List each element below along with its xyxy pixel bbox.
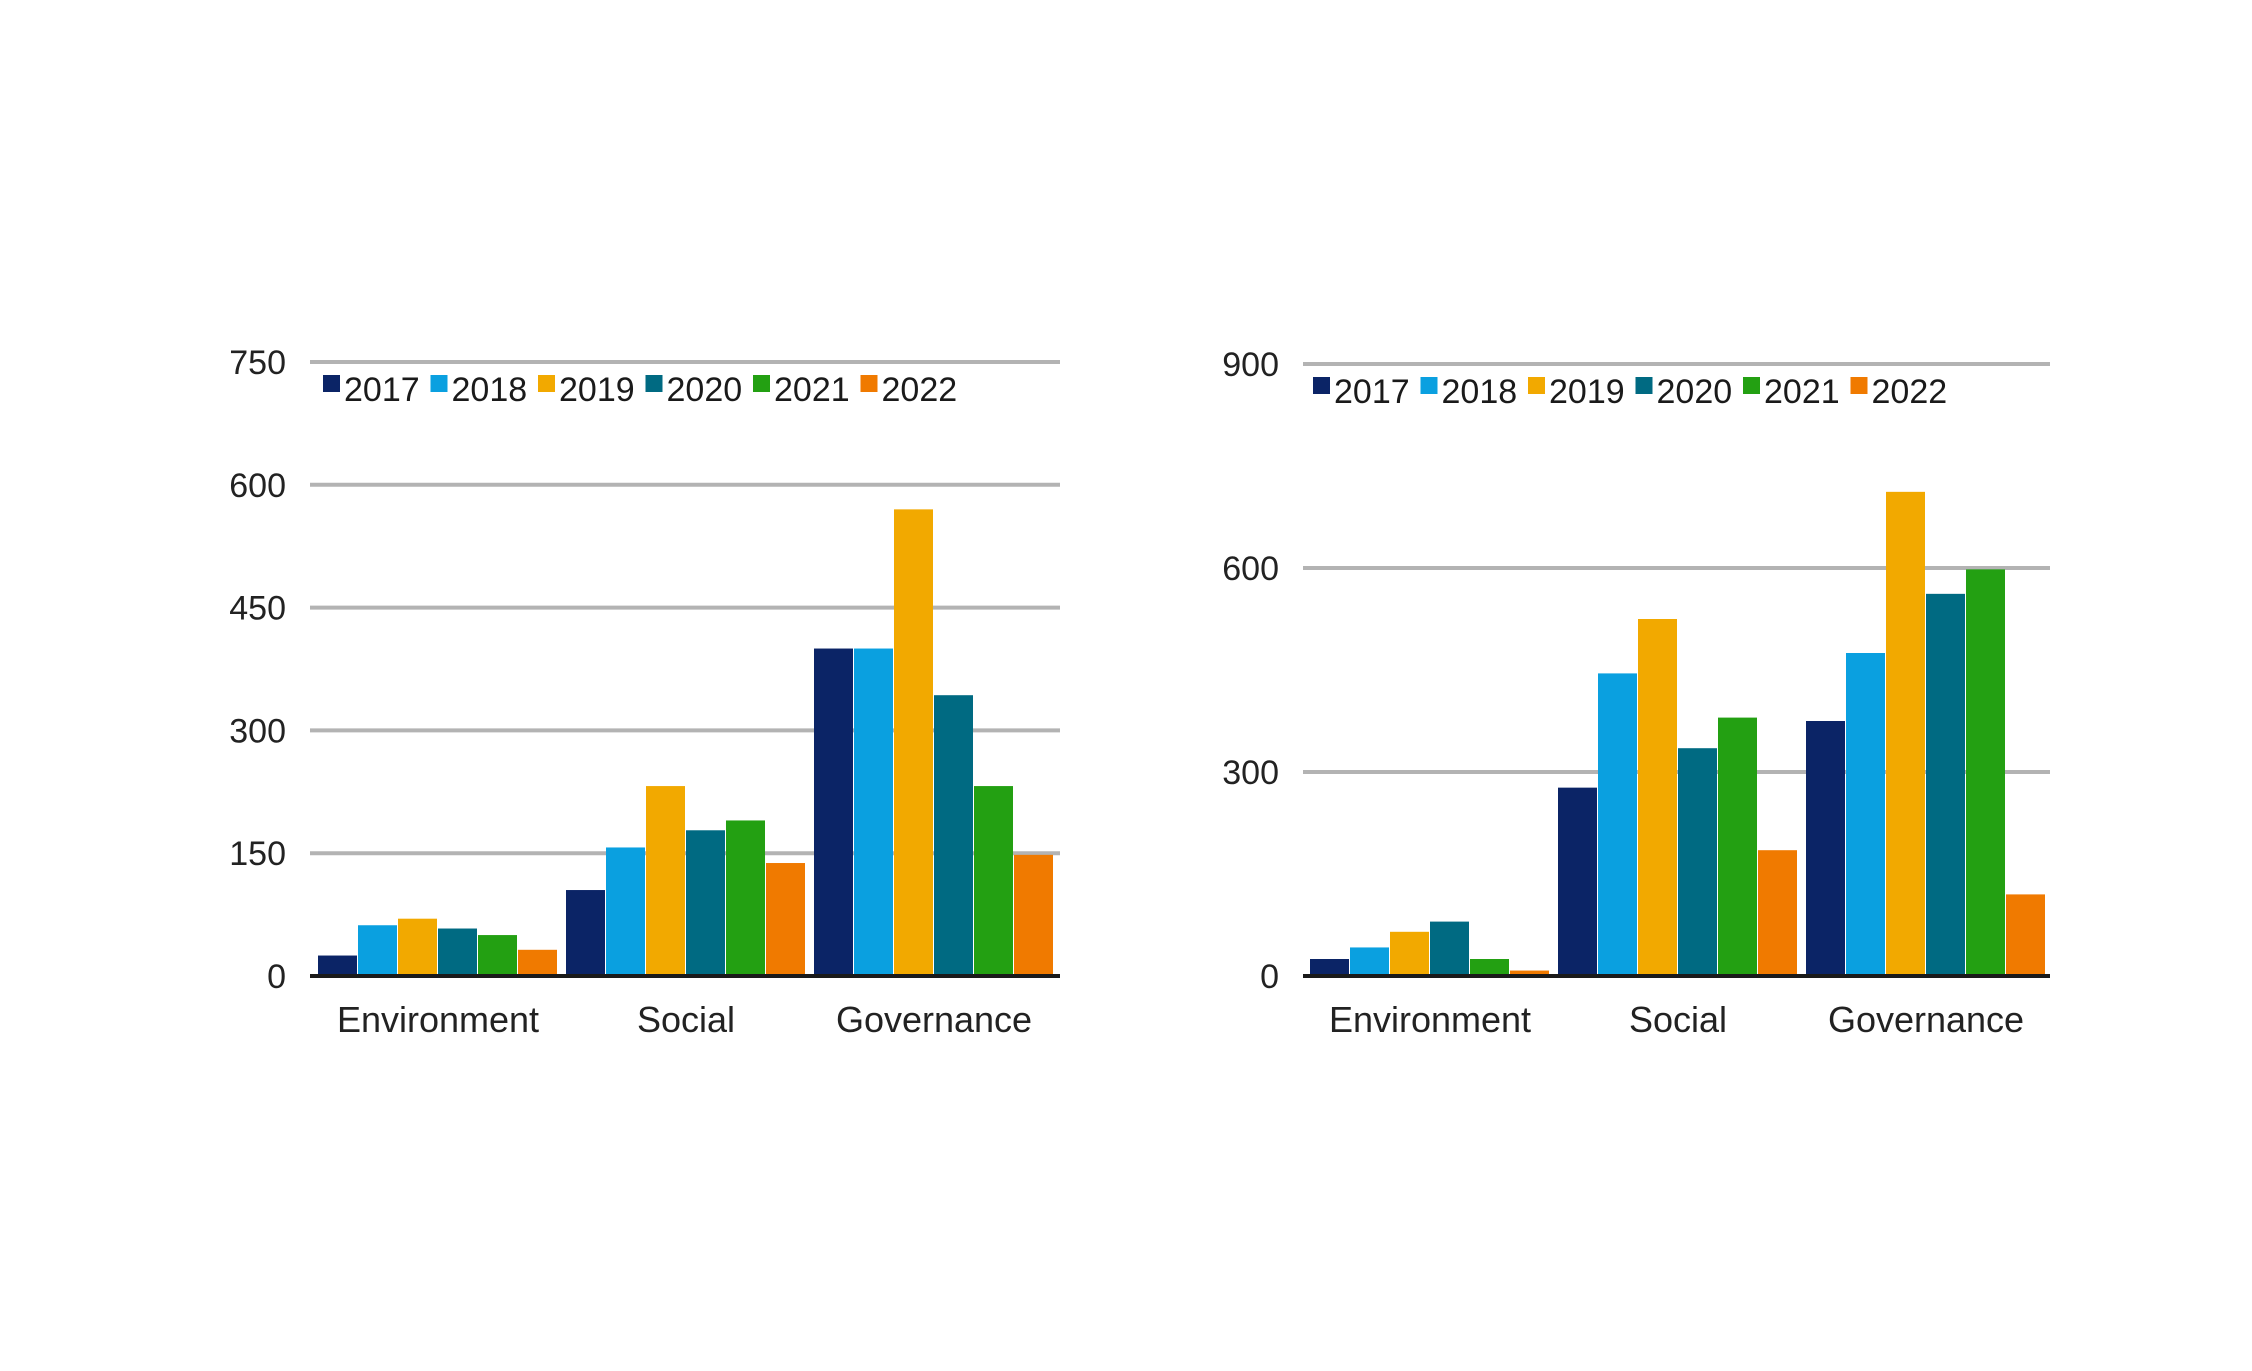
legend-label: 2017 <box>344 371 420 409</box>
bar-2020-environment <box>438 928 477 976</box>
bar-2022-social <box>766 863 805 976</box>
bar-2019-social <box>1638 619 1677 976</box>
bar-2021-governance <box>974 786 1013 976</box>
bar-2021-governance <box>1966 569 2005 976</box>
bar-2017-governance <box>814 648 853 976</box>
legend-swatch-2020 <box>645 375 663 392</box>
legend-label: 2022 <box>1872 373 1948 411</box>
bar-2019-governance <box>1886 491 1925 976</box>
bar-2017-social <box>566 890 605 976</box>
legend-swatch-2022 <box>860 375 878 392</box>
y-tick-label: 750 <box>229 344 286 382</box>
x-tick-label: Governance <box>836 999 1032 1040</box>
legend-swatch-2020 <box>1635 377 1653 394</box>
bar-2020-social <box>1678 748 1717 976</box>
bar-2021-social <box>726 820 765 976</box>
y-tick-label: 600 <box>229 467 286 505</box>
legend-label: 2017 <box>1334 373 1410 411</box>
x-tick-label: Governance <box>1828 999 2024 1040</box>
legend-label: 2020 <box>667 371 743 409</box>
legend-label: 2019 <box>559 371 635 409</box>
bar-2019-environment <box>1390 931 1429 976</box>
bar-2020-environment <box>1430 921 1469 976</box>
legend-swatch-2017 <box>1313 377 1330 394</box>
legend-swatch-2019 <box>1528 377 1545 394</box>
y-tick-label: 300 <box>229 712 286 750</box>
bar-2022-governance <box>1014 854 1053 976</box>
legend-label: 2021 <box>774 371 850 409</box>
legend-swatch-2021 <box>1743 377 1760 394</box>
bar-2017-environment <box>318 955 357 976</box>
bar-2018-environment <box>358 925 397 976</box>
bar-2018-social <box>606 847 645 976</box>
chart-left: 0 150 300 450 600 750 Environment Social Governa… <box>229 344 1060 1040</box>
legend-label: 2021 <box>1764 373 1840 411</box>
x-tick-label: Environment <box>1329 999 1531 1040</box>
y-tick-label: 150 <box>229 835 286 873</box>
x-tick-label: Social <box>1629 999 1727 1040</box>
bar-2022-governance <box>2006 894 2045 976</box>
y-tick-label: 600 <box>1222 550 1279 588</box>
legend-swatch-2021 <box>753 375 770 392</box>
legend-swatch-2018 <box>430 375 448 392</box>
bar-2019-governance <box>894 509 933 976</box>
y-tick-label: 900 <box>1222 346 1279 384</box>
y-tick-label: 0 <box>1260 958 1279 996</box>
y-tick-label: 450 <box>229 590 286 628</box>
legend-swatch-2019 <box>538 375 555 392</box>
bar-2021-environment <box>1470 959 1509 976</box>
bar-2018-governance <box>854 648 893 976</box>
legend-swatch-2018 <box>1420 377 1438 394</box>
legend-label: 2018 <box>452 371 528 409</box>
bar-2019-environment <box>398 918 437 976</box>
bar-2018-environment <box>1350 947 1389 976</box>
bar-2017-governance <box>1806 721 1845 976</box>
bar-2020-social <box>686 830 725 976</box>
y-tick-label: 0 <box>267 958 286 996</box>
legend-swatch-2022 <box>1850 377 1868 394</box>
y-tick-label: 300 <box>1222 754 1279 792</box>
legend-label: 2019 <box>1549 373 1625 411</box>
bar-2021-social <box>1718 717 1757 976</box>
bar-2021-environment <box>478 935 517 976</box>
bar-2020-governance <box>1926 593 1965 976</box>
bar-2018-governance <box>1846 653 1885 976</box>
bar-2020-governance <box>934 695 973 976</box>
bar-2017-social <box>1558 787 1597 976</box>
legend-label: 2018 <box>1442 373 1518 411</box>
chart-right: 0 300 600 900 Environment Social Governance 201… <box>1222 346 2050 1040</box>
legend-swatch-2017 <box>323 375 340 392</box>
bar-2017-environment <box>1310 959 1349 976</box>
x-tick-label: Social <box>637 999 735 1040</box>
bar-2022-environment <box>518 949 557 976</box>
bar-2022-social <box>1758 850 1797 976</box>
x-tick-label: Environment <box>337 999 539 1040</box>
bar-2022-environment <box>1510 970 1549 976</box>
bar-2018-social <box>1598 673 1637 976</box>
bar-2019-social <box>646 786 685 976</box>
legend-label: 2022 <box>882 371 958 409</box>
legend-label: 2020 <box>1657 373 1733 411</box>
